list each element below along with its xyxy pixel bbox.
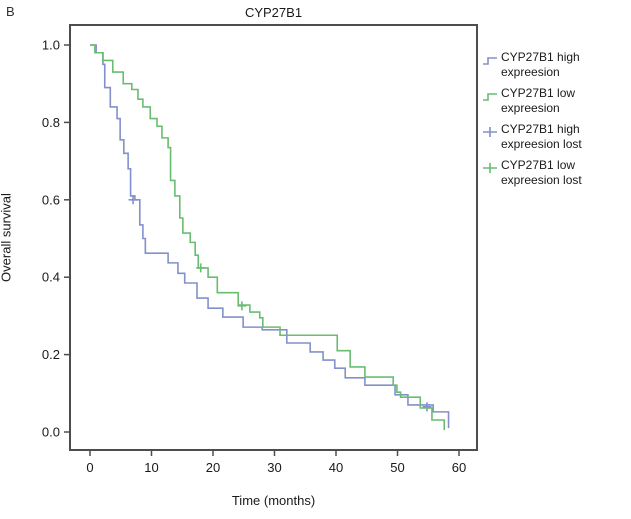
x-tick-label: 10: [144, 460, 158, 475]
x-tick-label: 20: [206, 460, 220, 475]
censor-mark-high: [128, 195, 138, 205]
plot-frame: [69, 24, 478, 451]
censor-plus-icon: [483, 127, 497, 137]
legend-item-label: CYP27B1 low expreesion lost: [501, 158, 582, 187]
step-line-icon: [483, 93, 497, 101]
censor-mark-low: [237, 301, 247, 311]
x-tick-label: 40: [329, 460, 343, 475]
survival-curve-low: [90, 44, 446, 431]
chart-title: CYP27B1: [244, 5, 303, 20]
x-tick-label: 0: [86, 460, 93, 475]
y-tick-label: 0.0: [42, 425, 60, 440]
x-tick-label: 30: [267, 460, 281, 475]
legend-item: CYP27B1 low expreesion lost: [483, 158, 629, 188]
y-tick-label: 1.0: [42, 38, 60, 53]
y-tick-label: 0.2: [42, 347, 60, 362]
censor-mark-low: [196, 263, 206, 273]
panel-label: B: [6, 4, 15, 19]
censor-plus-icon: [483, 163, 497, 173]
legend-item-label: CYP27B1 high expreesion: [501, 50, 580, 79]
legend-item-label: CYP27B1 high expreesion lost: [501, 122, 582, 151]
x-axis-label: Time (months): [231, 493, 316, 508]
censor-mark-high: [422, 402, 432, 412]
step-line-icon: [483, 57, 497, 65]
y-tick-label: 0.6: [42, 192, 60, 207]
survival-curve-high: [90, 44, 450, 429]
x-tick-label: 60: [452, 460, 466, 475]
legend-item-label: CYP27B1 low expreesion: [501, 86, 576, 115]
y-tick-label: 0.8: [42, 115, 60, 130]
legend-item: CYP27B1 high expreesion lost: [483, 122, 629, 152]
y-tick-label: 0.4: [42, 270, 60, 285]
legend-item: CYP27B1 low expreesion: [483, 86, 629, 116]
legend: CYP27B1 high expreesion CYP27B1 low expre…: [483, 50, 629, 194]
x-tick-label: 50: [390, 460, 404, 475]
legend-item: CYP27B1 high expreesion: [483, 50, 629, 80]
